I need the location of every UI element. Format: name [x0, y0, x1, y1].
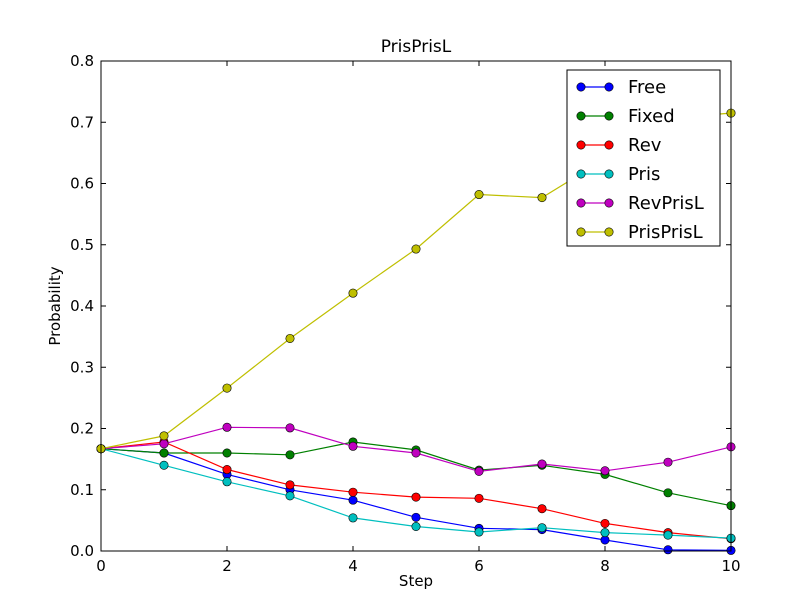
data-point-revprisl — [474, 466, 484, 476]
legend-marker-pris — [604, 169, 614, 179]
y-tick-label: 0.6 — [70, 175, 94, 193]
data-point-prisprisl — [222, 383, 232, 393]
y-tick-label: 0.4 — [70, 297, 94, 315]
legend-label-prisprisl: PrisPrisL — [628, 222, 703, 243]
data-point-fixed — [222, 448, 232, 458]
data-point-rev — [600, 518, 610, 528]
x-tick-label: 10 — [721, 557, 740, 575]
data-point-rev — [222, 465, 232, 475]
data-point-prisprisl — [411, 244, 421, 254]
y-axis-label: Probability — [46, 266, 64, 345]
data-point-free — [411, 512, 421, 522]
data-point-prisprisl — [537, 193, 547, 203]
legend-marker-pris — [576, 169, 586, 179]
data-point-pris — [222, 477, 232, 487]
data-point-prisprisl — [159, 431, 169, 441]
data-point-rev — [411, 492, 421, 502]
y-tick-label: 0.5 — [70, 236, 94, 254]
data-point-rev — [474, 493, 484, 503]
data-point-revprisl — [222, 422, 232, 432]
data-point-pris — [474, 527, 484, 537]
data-point-rev — [285, 480, 295, 490]
data-point-prisprisl — [474, 190, 484, 200]
legend-label-rev: Rev — [628, 135, 662, 156]
x-tick-label: 8 — [600, 557, 610, 575]
data-point-pris — [537, 523, 547, 533]
data-point-pris — [348, 513, 358, 523]
data-point-pris — [663, 530, 673, 540]
data-point-revprisl — [411, 448, 421, 458]
y-tick-label: 0.0 — [70, 542, 94, 560]
data-point-fixed — [663, 488, 673, 498]
data-point-revprisl — [537, 459, 547, 469]
y-tick-label: 0.2 — [70, 420, 94, 438]
legend-marker-rev — [576, 140, 586, 150]
legend: Free Fixed Rev Pris RevPrisL PrisPrisL — [566, 69, 721, 247]
data-point-pris — [159, 460, 169, 470]
y-tick-label: 0.7 — [70, 113, 94, 131]
y-tick-label: 0.3 — [70, 358, 94, 376]
x-tick-label: 2 — [222, 557, 232, 575]
data-point-revprisl — [348, 441, 358, 451]
data-point-prisprisl — [285, 333, 295, 343]
y-tick-label: 0.1 — [70, 481, 94, 499]
legend-marker-revprisl — [576, 198, 586, 208]
chart-title: PrisPrisL — [381, 37, 452, 57]
legend-marker-revprisl — [604, 198, 614, 208]
data-point-fixed — [285, 450, 295, 460]
data-point-revprisl — [159, 439, 169, 449]
legend-marker-rev — [604, 140, 614, 150]
data-point-revprisl — [285, 423, 295, 433]
legend-label-revprisl: RevPrisL — [628, 193, 704, 214]
legend-marker-free — [604, 82, 614, 92]
data-point-pris — [411, 521, 421, 531]
legend-box — [566, 69, 721, 247]
x-axis-label: Step — [399, 572, 433, 590]
data-point-free — [663, 545, 673, 555]
x-tick-label: 4 — [348, 557, 358, 575]
legend-label-pris: Pris — [628, 164, 660, 185]
legend-label-fixed: Fixed — [628, 106, 675, 127]
legend-marker-free — [576, 82, 586, 92]
legend-marker-fixed — [604, 111, 614, 121]
legend-label-free: Free — [628, 77, 666, 98]
data-point-revprisl — [600, 466, 610, 476]
x-tick-label: 0 — [96, 557, 106, 575]
data-point-revprisl — [663, 457, 673, 467]
data-point-prisprisl — [348, 288, 358, 298]
y-tick-label: 0.8 — [70, 52, 94, 70]
legend-marker-prisprisl — [604, 227, 614, 237]
data-point-pris — [285, 491, 295, 501]
legend-marker-fixed — [576, 111, 586, 121]
data-point-rev — [348, 487, 358, 497]
data-point-fixed — [159, 448, 169, 458]
data-point-free — [348, 495, 358, 505]
data-point-rev — [537, 504, 547, 514]
data-point-pris — [600, 528, 610, 538]
plot-area: 0 2 4 6 8 10 0.0 0.1 0.2 0.3 0.4 0.5 0.6 0.7 0.8 — [70, 52, 740, 575]
legend-marker-prisprisl — [576, 227, 586, 237]
x-tick-label: 6 — [474, 557, 484, 575]
